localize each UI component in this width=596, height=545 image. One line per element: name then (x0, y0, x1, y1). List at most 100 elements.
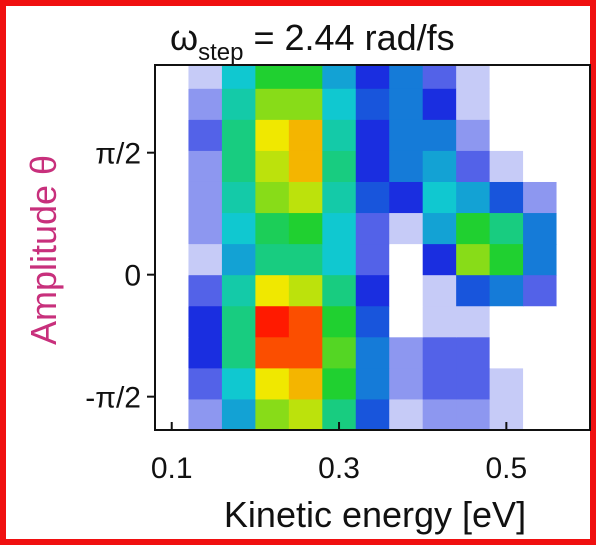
title-symbol: ω (170, 17, 198, 58)
heatmap-cell (523, 88, 558, 120)
x-tick-label: 0.1 (151, 452, 193, 485)
heatmap-cell (322, 367, 357, 400)
heatmap-cell (422, 367, 457, 400)
heatmap-cell (422, 336, 457, 369)
heatmap-cell (221, 212, 256, 245)
heatmap-cell (489, 367, 524, 400)
heatmap-cell (155, 336, 189, 369)
chart-title: ωstep = 2.44 rad/fs (170, 17, 455, 66)
heatmap-cell (489, 305, 524, 338)
heatmap-cell (355, 274, 390, 307)
heatmap-cell (456, 398, 491, 431)
heatmap-cell (322, 119, 357, 151)
heatmap-cell (523, 150, 558, 182)
heatmap-cell (556, 88, 591, 120)
heatmap-cell (556, 305, 591, 338)
heatmap-cell (556, 181, 591, 214)
y-axis-label: Amplitude θ (23, 155, 64, 345)
heatmap-cell (422, 88, 457, 120)
heatmap-cell (489, 150, 524, 182)
heatmap-cell (456, 243, 491, 276)
heatmap-cell (355, 65, 390, 89)
heatmap-cell (389, 119, 424, 151)
heatmap-cell (322, 336, 357, 369)
heatmap-cell (221, 336, 256, 369)
heatmap-cell (556, 65, 591, 89)
heatmap-cell (422, 305, 457, 338)
heatmap-cell (221, 367, 256, 400)
heatmap-cell (523, 243, 558, 276)
y-tick-label: 0 (124, 260, 141, 293)
heatmap-cell (355, 150, 390, 182)
heatmap-cell (288, 398, 323, 431)
heatmap-cell (355, 336, 390, 369)
heatmap-cell (489, 181, 524, 214)
heatmap-cell (355, 88, 390, 120)
heatmap-cell (188, 88, 223, 120)
heatmap-cell (556, 243, 591, 276)
heatmap-cell (255, 336, 290, 369)
heatmap-cell (422, 150, 457, 182)
x-tick-label: 0.3 (318, 452, 360, 485)
heatmap-cell (422, 119, 457, 151)
heatmap-cell (322, 65, 357, 89)
heatmap-cell (456, 305, 491, 338)
heatmap-cell (489, 65, 524, 89)
heatmap-cell (288, 212, 323, 245)
heatmap-cell (288, 274, 323, 307)
heatmap-cell (389, 305, 424, 338)
heatmap-cell (188, 181, 223, 214)
heatmap-cell (556, 367, 591, 400)
heatmap-cell (322, 150, 357, 182)
heatmap-cell (523, 336, 558, 369)
heatmap-cell (422, 274, 457, 307)
heatmap-cell (322, 274, 357, 307)
heatmap-cell (489, 88, 524, 120)
heatmap-cell (489, 119, 524, 151)
heatmap-cell (456, 119, 491, 151)
heatmap-cell (221, 65, 256, 89)
heatmap-cell (221, 305, 256, 338)
y-tick-label: -π/2 (85, 382, 141, 415)
heatmap-cell (556, 119, 591, 151)
heatmap-cell (188, 65, 223, 89)
heatmap-cell (155, 367, 189, 400)
heatmap-cell (523, 398, 558, 431)
heatmap-cell (221, 181, 256, 214)
heatmap-cell (155, 65, 189, 89)
heatmap-cell (188, 398, 223, 431)
heatmap-cell (288, 65, 323, 89)
heatmap-cell (489, 336, 524, 369)
heatmap-cell (422, 65, 457, 89)
x-tick-label: 0.5 (485, 452, 527, 485)
heatmap-cell (255, 305, 290, 338)
heatmap-cell (456, 65, 491, 89)
heatmap-cell (523, 65, 558, 89)
heatmap-cell (355, 398, 390, 431)
heatmap-cell (456, 212, 491, 245)
heatmap-cell (288, 305, 323, 338)
heatmap-cell (221, 398, 256, 431)
heatmap-cell (188, 305, 223, 338)
heatmap-cell (456, 88, 491, 120)
heatmap-cell (188, 212, 223, 245)
heatmap-cell (389, 336, 424, 369)
heatmap-cell (188, 150, 223, 182)
heatmap-cell (322, 88, 357, 120)
heatmap-cell (456, 150, 491, 182)
title-text: = 2.44 rad/fs (253, 17, 454, 58)
heatmap-cell (355, 212, 390, 245)
heatmap-cell (255, 181, 290, 214)
heatmap-cell (556, 398, 591, 431)
heatmap-cell (456, 367, 491, 400)
heatmap-cell (355, 367, 390, 400)
heatmap-cell (389, 150, 424, 182)
heatmap-cell (221, 119, 256, 151)
heatmap-cell (288, 336, 323, 369)
title-subscript: step (198, 39, 243, 66)
heatmap-cell (155, 181, 189, 214)
heatmap-cell (255, 398, 290, 431)
heatmap-cell (322, 243, 357, 276)
heatmap-cell (456, 181, 491, 214)
heatmap-cell (288, 119, 323, 151)
